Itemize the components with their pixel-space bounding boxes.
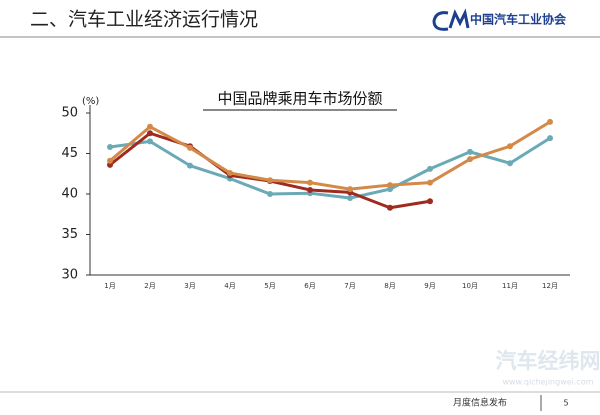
series-line (109, 136, 551, 200)
series-marker (547, 135, 553, 142)
x-tick-label: 4月 (224, 282, 235, 290)
y-tick-label: 50 (61, 106, 78, 121)
series-marker (147, 130, 153, 137)
series-marker (147, 123, 153, 130)
watermark: 汽车经纬网 (496, 349, 600, 373)
x-tick-label: 9月 (424, 282, 435, 290)
y-tick-label: 35 (61, 227, 78, 242)
series-marker (147, 138, 153, 145)
chart-title: 中国品牌乘用车市场份额 (217, 90, 382, 108)
x-tick-label: 5月 (264, 282, 275, 290)
series-marker (107, 144, 113, 151)
series-marker (307, 179, 313, 186)
x-tick-label: 7月 (344, 282, 355, 290)
x-tick-label: 10月 (462, 282, 478, 290)
series-marker (507, 143, 513, 150)
x-tick-label: 6月 (304, 282, 315, 290)
plot: 30 35 40 45 50 1月 2月 3月 4月 5月 6月 7月 8月 9月 10月 11月 12月 (61, 106, 558, 291)
series-line (109, 120, 551, 191)
series-marker (467, 156, 473, 163)
x-tick-label: 2月 (144, 282, 155, 290)
y-tick-label: 45 (61, 146, 78, 161)
logo-text: 中国汽车工业协会 (470, 12, 567, 27)
series-marker (267, 191, 273, 197)
series-marker (267, 177, 273, 184)
series-marker (347, 195, 353, 202)
logo-mark (432, 8, 470, 31)
series-marker (467, 148, 473, 155)
series-marker (427, 165, 433, 172)
footer-label: 月度信息发布 (453, 397, 507, 409)
series-marker (427, 198, 433, 205)
series-marker (427, 179, 433, 186)
series-marker (187, 162, 193, 169)
series-marker (387, 204, 393, 211)
series-marker (347, 186, 353, 193)
watermark-url: www.qichejingwei.com (502, 378, 593, 387)
x-tick-label: 1月 (104, 282, 115, 290)
y-unit: (%) (82, 96, 99, 107)
x-tick-label: 8月 (384, 282, 395, 290)
series-marker (507, 160, 513, 167)
series-marker (227, 169, 233, 176)
series-marker (107, 157, 113, 164)
series-marker (307, 186, 313, 193)
x-tick-label: 11月 (502, 282, 518, 290)
series-marker (187, 144, 193, 151)
series-marker (387, 182, 393, 189)
page-number: 5 (563, 399, 568, 408)
slide-title: 二、汽车工业经济运行情况 (30, 9, 258, 31)
x-tick-label: 3月 (184, 282, 195, 290)
y-tick-label: 30 (61, 268, 78, 283)
series-marker (547, 118, 553, 125)
y-tick-label: 40 (61, 187, 78, 202)
x-tick-label: 12月 (542, 282, 558, 290)
